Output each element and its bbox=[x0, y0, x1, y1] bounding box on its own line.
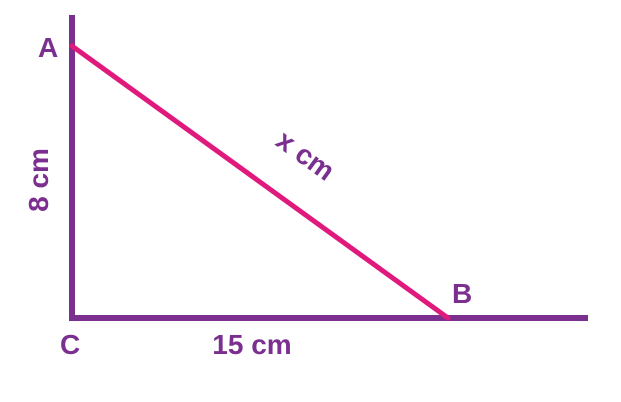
side-label-vertical: 8 cm bbox=[23, 148, 54, 212]
vertex-label-c: C bbox=[60, 329, 80, 360]
side-label-hypotenuse: x cm bbox=[271, 124, 341, 187]
vertex-label-b: B bbox=[452, 278, 472, 309]
hypotenuse-line bbox=[69, 43, 451, 321]
side-label-horizontal: 15 cm bbox=[212, 329, 291, 360]
vertex-label-a: A bbox=[38, 32, 58, 63]
